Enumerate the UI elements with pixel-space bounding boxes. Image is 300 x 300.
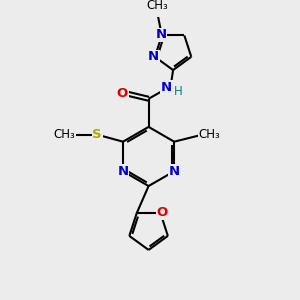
Text: O: O [156, 206, 167, 219]
Text: CH₃: CH₃ [199, 128, 220, 141]
Text: N: N [161, 81, 172, 94]
Text: S: S [92, 128, 102, 141]
Text: N: N [117, 165, 129, 178]
Text: H: H [173, 85, 182, 98]
Text: N: N [148, 50, 159, 63]
Text: N: N [169, 165, 180, 178]
Text: CH₃: CH₃ [147, 0, 169, 12]
Text: O: O [117, 87, 128, 100]
Text: N: N [156, 28, 167, 41]
Text: CH₃: CH₃ [54, 128, 75, 141]
